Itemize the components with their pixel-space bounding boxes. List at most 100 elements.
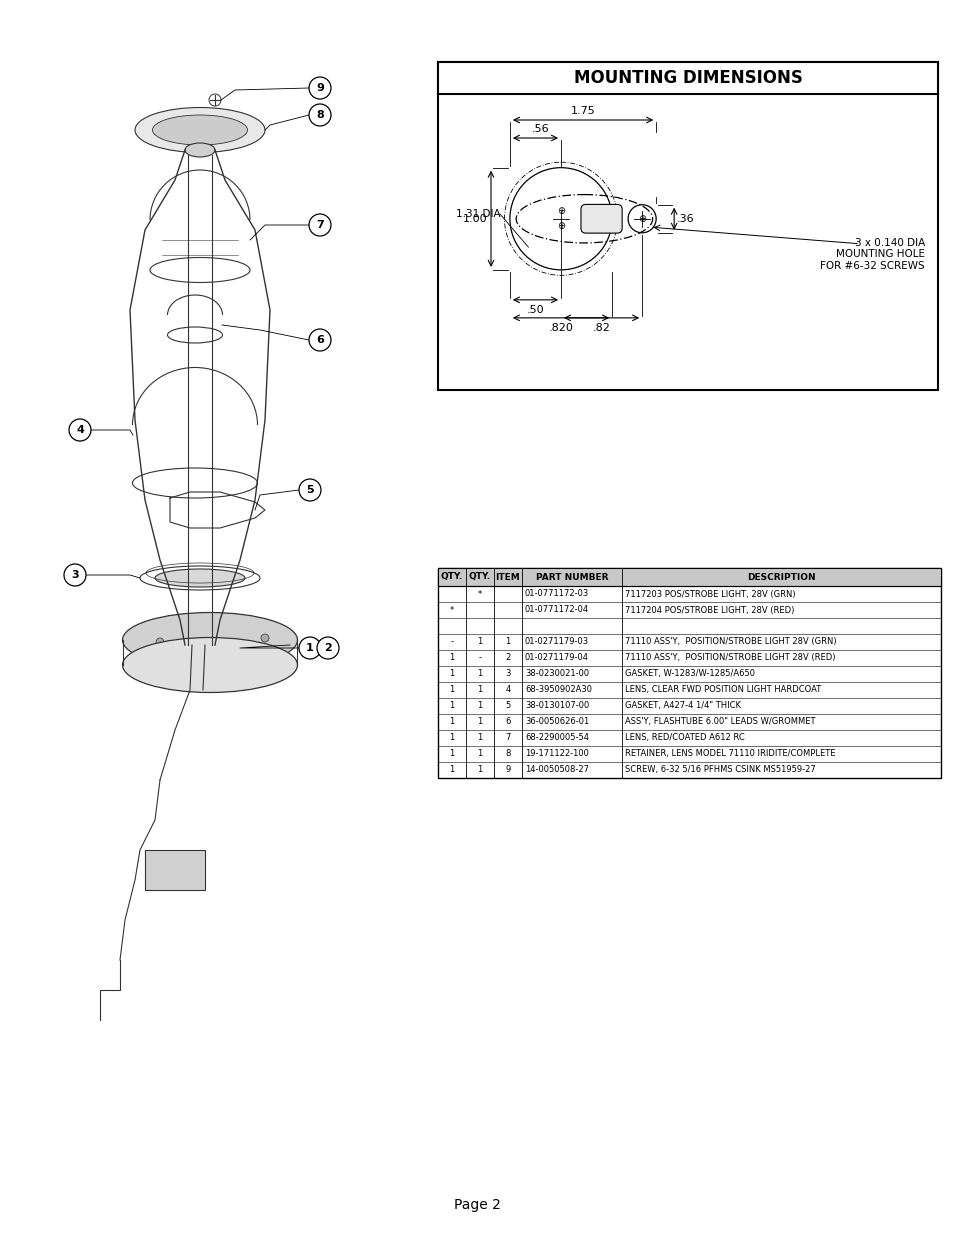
Text: 1: 1 (449, 669, 455, 678)
Text: ⊕: ⊕ (557, 206, 564, 216)
Text: .56: .56 (531, 124, 549, 135)
Text: 1: 1 (505, 637, 510, 646)
Text: 1: 1 (476, 701, 482, 710)
Text: 1: 1 (449, 718, 455, 726)
Text: 8: 8 (505, 750, 510, 758)
Text: 2: 2 (505, 653, 510, 662)
Text: 1: 1 (306, 643, 314, 653)
Bar (145, 850, 205, 890)
Text: 7: 7 (505, 734, 510, 742)
Text: 4: 4 (505, 685, 510, 694)
Text: DESCRIPTION: DESCRIPTION (746, 573, 815, 582)
Circle shape (298, 637, 320, 659)
Text: 1: 1 (476, 750, 482, 758)
Ellipse shape (154, 569, 245, 587)
Text: 1: 1 (449, 653, 455, 662)
Text: 01-0271179-04: 01-0271179-04 (524, 653, 588, 662)
Text: ⊕: ⊕ (557, 221, 564, 231)
Bar (437, 568, 940, 585)
Text: 38-0130107-00: 38-0130107-00 (524, 701, 589, 710)
Text: 14-0050508-27: 14-0050508-27 (524, 766, 588, 774)
Text: 68-3950902A30: 68-3950902A30 (524, 685, 592, 694)
Text: SCREW, 6-32 5/16 PFHMS CSINK MS51959-27: SCREW, 6-32 5/16 PFHMS CSINK MS51959-27 (624, 766, 815, 774)
Text: -: - (450, 637, 453, 646)
Text: 1: 1 (476, 734, 482, 742)
Circle shape (309, 104, 331, 126)
Circle shape (226, 641, 233, 650)
Text: *: * (477, 589, 481, 599)
Text: 19-171122-100: 19-171122-100 (524, 750, 588, 758)
Text: 5: 5 (306, 485, 314, 495)
Text: ⊕: ⊕ (638, 214, 645, 224)
Text: 01-0271179-03: 01-0271179-03 (524, 637, 589, 646)
Text: MOUNTING DIMENSIONS: MOUNTING DIMENSIONS (573, 69, 801, 86)
Text: 2: 2 (324, 643, 332, 653)
Text: ITEM: ITEM (496, 573, 519, 582)
Circle shape (316, 637, 338, 659)
Text: 1: 1 (449, 685, 455, 694)
Text: 68-2290005-54: 68-2290005-54 (524, 734, 588, 742)
Text: 6: 6 (505, 718, 510, 726)
Text: 36-0050626-01: 36-0050626-01 (524, 718, 589, 726)
Text: 71110 ASS'Y,  POSITION/STROBE LIGHT 28V (RED): 71110 ASS'Y, POSITION/STROBE LIGHT 28V (… (624, 653, 835, 662)
Bar (437, 62, 937, 94)
Circle shape (309, 214, 331, 236)
Circle shape (261, 634, 269, 642)
Text: ASS'Y, FLASHTUBE 6.00" LEADS W/GROMMET: ASS'Y, FLASHTUBE 6.00" LEADS W/GROMMET (624, 718, 815, 726)
Circle shape (309, 77, 331, 99)
Text: 3 x 0.140 DIA
MOUNTING HOLE
FOR #6-32 SCREWS: 3 x 0.140 DIA MOUNTING HOLE FOR #6-32 SC… (820, 238, 924, 270)
Text: .50: .50 (526, 305, 544, 315)
Text: 1.75: 1.75 (570, 106, 595, 116)
Text: 8: 8 (315, 110, 323, 120)
Text: LENS, CLEAR FWD POSITION LIGHT HARDCOAT: LENS, CLEAR FWD POSITION LIGHT HARDCOAT (624, 685, 821, 694)
Circle shape (64, 564, 86, 585)
Text: 3: 3 (71, 571, 79, 580)
Text: 1: 1 (476, 766, 482, 774)
Ellipse shape (122, 637, 297, 693)
Text: QTY.: QTY. (440, 573, 462, 582)
Text: 4: 4 (76, 425, 84, 435)
Text: -: - (478, 653, 481, 662)
Text: .820: .820 (548, 322, 573, 333)
Text: 1: 1 (449, 701, 455, 710)
Text: 1: 1 (476, 637, 482, 646)
Bar (437, 568, 940, 778)
Text: Page 2: Page 2 (453, 1198, 500, 1212)
Text: GASKET, W-1283/W-1285/A650: GASKET, W-1283/W-1285/A650 (624, 669, 754, 678)
Text: 5: 5 (505, 701, 510, 710)
Text: 38-0230021-00: 38-0230021-00 (524, 669, 589, 678)
Text: 1: 1 (476, 669, 482, 678)
Circle shape (298, 479, 320, 501)
Bar (437, 62, 937, 390)
Text: 7: 7 (315, 220, 323, 230)
Ellipse shape (135, 107, 265, 152)
Text: 9: 9 (505, 766, 510, 774)
Circle shape (171, 648, 179, 656)
Ellipse shape (185, 143, 214, 157)
Text: *: * (450, 605, 454, 615)
Text: 01-0771172-04: 01-0771172-04 (524, 605, 589, 615)
Text: 7117203 POS/STROBE LIGHT, 28V (GRN): 7117203 POS/STROBE LIGHT, 28V (GRN) (624, 589, 795, 599)
Circle shape (156, 638, 164, 646)
Ellipse shape (122, 613, 297, 667)
Circle shape (309, 329, 331, 351)
Circle shape (69, 419, 91, 441)
Text: LENS, RED/COATED A612 RC: LENS, RED/COATED A612 RC (624, 734, 744, 742)
Text: 1: 1 (476, 685, 482, 694)
Text: 9: 9 (315, 83, 324, 93)
Text: QTY.: QTY. (468, 573, 491, 582)
Ellipse shape (152, 115, 247, 144)
Text: PART NUMBER: PART NUMBER (536, 573, 608, 582)
Text: 71110 ASS'Y,  POSITION/STROBE LIGHT 28V (GRN): 71110 ASS'Y, POSITION/STROBE LIGHT 28V (… (624, 637, 836, 646)
Text: 01-0771172-03: 01-0771172-03 (524, 589, 589, 599)
Text: .36: .36 (677, 214, 694, 224)
Text: 1.00: 1.00 (462, 214, 486, 224)
Text: 3: 3 (505, 669, 510, 678)
Text: .82: .82 (592, 322, 610, 333)
Text: 6: 6 (315, 335, 324, 345)
Text: RETAINER, LENS MODEL 71110 IRIDITE/COMPLETE: RETAINER, LENS MODEL 71110 IRIDITE/COMPL… (624, 750, 835, 758)
Text: 7117204 POS/STROBE LIGHT, 28V (RED): 7117204 POS/STROBE LIGHT, 28V (RED) (624, 605, 794, 615)
Text: 1: 1 (476, 718, 482, 726)
Text: GASKET, A427-4 1/4" THICK: GASKET, A427-4 1/4" THICK (624, 701, 740, 710)
FancyBboxPatch shape (580, 205, 621, 233)
